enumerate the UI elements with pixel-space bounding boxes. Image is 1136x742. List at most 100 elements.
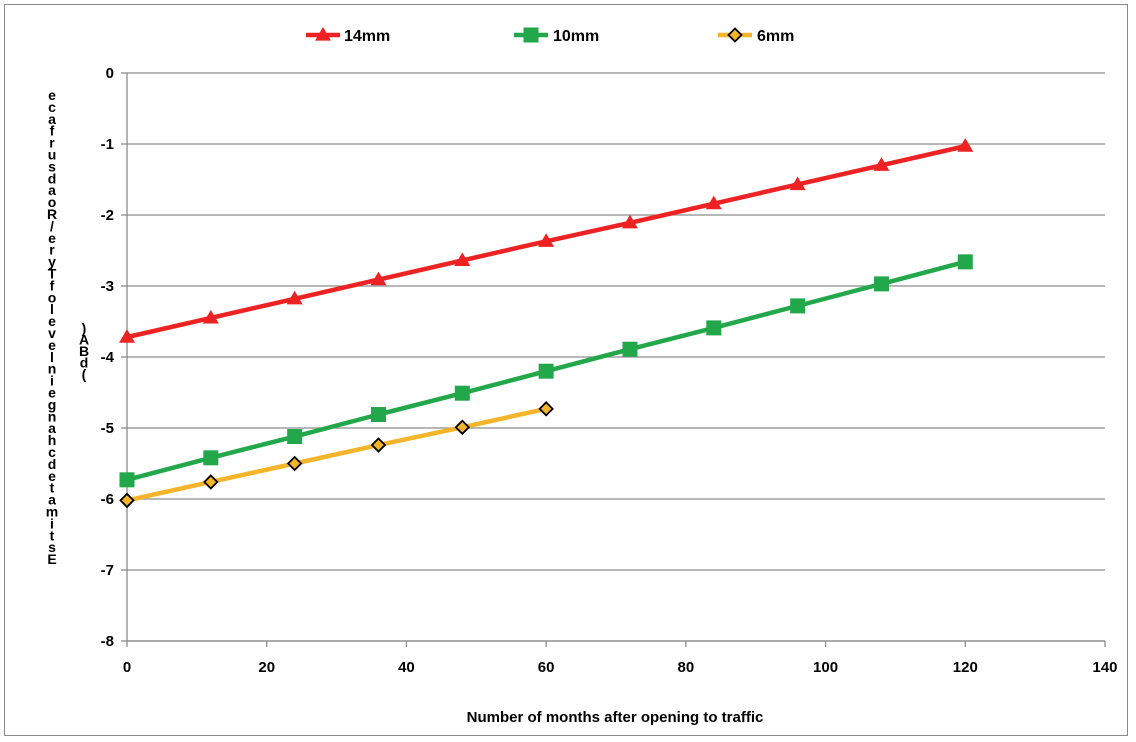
data-point bbox=[873, 276, 889, 292]
series-6mm bbox=[119, 401, 554, 509]
y-axis-title-char: f bbox=[50, 123, 55, 139]
axes: 0 -1 -2 -3 -4 -5 -6 -7 -8 0 20 40 60 80 100 120 140 bbox=[101, 65, 1118, 676]
y-axis-title-char: i bbox=[50, 515, 54, 531]
y-axis-title-char: ( bbox=[82, 366, 87, 382]
legend: 14mm 10mm 6mm bbox=[306, 27, 794, 45]
y-axis-title-char: a bbox=[48, 111, 56, 127]
legend-item-14mm: 14mm bbox=[306, 27, 390, 45]
data-point bbox=[706, 320, 722, 336]
y-axis-title-char: n bbox=[48, 408, 57, 424]
data-point bbox=[287, 429, 303, 445]
legend-marker bbox=[315, 27, 331, 41]
data-point bbox=[622, 341, 638, 357]
y-tick-label: -3 bbox=[101, 278, 114, 295]
y-axis-title-char: y bbox=[48, 254, 56, 270]
y-axis-title-char: A bbox=[79, 332, 89, 348]
data-point bbox=[119, 329, 135, 343]
y-axis-title-char: T bbox=[48, 266, 57, 282]
y-axis-title-char: R bbox=[47, 206, 57, 222]
y-axis-title-char: ) bbox=[82, 320, 87, 336]
y-axis-title-char: a bbox=[48, 420, 56, 436]
y-tick-label: -7 bbox=[101, 562, 114, 579]
data-point bbox=[203, 450, 219, 466]
legend-label: 10mm bbox=[553, 28, 599, 45]
y-tick-label: -1 bbox=[101, 136, 114, 153]
data-point bbox=[370, 437, 387, 453]
data-point bbox=[538, 363, 554, 379]
y-axis-title-char: g bbox=[48, 396, 57, 412]
data-point bbox=[957, 254, 973, 270]
y-axis-title-char: f bbox=[50, 277, 55, 293]
data-point bbox=[119, 492, 135, 509]
y-axis-title-char: B bbox=[79, 343, 89, 359]
legend-label: 6mm bbox=[757, 28, 794, 45]
data-point bbox=[705, 195, 722, 210]
series-layer bbox=[119, 138, 974, 509]
data-point bbox=[957, 138, 974, 152]
y-axis-title-char: a bbox=[48, 492, 56, 508]
data-point bbox=[538, 401, 554, 417]
data-point bbox=[454, 252, 471, 267]
data-point bbox=[203, 474, 219, 490]
y-axis-title-char: r bbox=[49, 242, 55, 258]
x-tick-label: 120 bbox=[953, 659, 978, 676]
y-axis-title-char: / bbox=[50, 218, 54, 234]
y-axis-title-char: h bbox=[48, 432, 57, 448]
y-axis-title-char: v bbox=[48, 325, 56, 341]
series-14mm bbox=[119, 138, 974, 343]
x-tick-label: 40 bbox=[398, 659, 415, 676]
y-tick-label: -2 bbox=[101, 207, 114, 224]
y-axis-title-char: e bbox=[48, 230, 56, 246]
data-point bbox=[286, 455, 303, 472]
series-line bbox=[126, 406, 547, 503]
y-axis-title-char: E bbox=[47, 551, 56, 567]
y-axis-title-char: e bbox=[48, 385, 56, 401]
data-point bbox=[286, 290, 303, 305]
data-point bbox=[119, 472, 135, 488]
y-axis-title-char: c bbox=[48, 444, 56, 460]
legend-marker bbox=[727, 27, 743, 43]
y-axis-title-char: e bbox=[48, 337, 56, 353]
data-point bbox=[790, 298, 806, 314]
y-axis-title-char: a bbox=[48, 182, 56, 198]
y-axis-title-char: t bbox=[50, 527, 55, 543]
y-axis-title: ecafrusdaoR/eryTfolevelniegnahcdetamitsE… bbox=[46, 87, 89, 567]
y-axis-title-char: s bbox=[48, 539, 56, 555]
series-10mm bbox=[119, 254, 973, 488]
y-axis-title-char: i bbox=[50, 373, 54, 389]
y-axis-title-char: l bbox=[50, 349, 54, 365]
y-axis-title-char: n bbox=[48, 361, 57, 377]
data-point bbox=[621, 214, 638, 229]
x-tick-label: 0 bbox=[123, 659, 131, 676]
y-axis-title-char: d bbox=[48, 456, 57, 472]
data-point bbox=[538, 233, 555, 247]
x-tick-label: 20 bbox=[258, 659, 275, 676]
x-tick-label: 80 bbox=[678, 659, 695, 676]
data-point bbox=[202, 309, 219, 324]
x-tick-label: 140 bbox=[1092, 659, 1117, 676]
y-axis-title-char: e bbox=[48, 468, 56, 484]
data-point bbox=[370, 271, 387, 286]
y-tick-label: -5 bbox=[101, 420, 114, 437]
y-axis-title-char: m bbox=[46, 504, 58, 520]
legend-label: 14mm bbox=[344, 28, 390, 45]
y-axis-title-char: e bbox=[48, 313, 56, 329]
y-tick-label: -4 bbox=[101, 349, 115, 366]
x-tick-label: 60 bbox=[538, 659, 555, 676]
data-point bbox=[370, 407, 386, 423]
data-point bbox=[873, 157, 890, 171]
y-axis-title-char: t bbox=[50, 480, 55, 496]
y-axis-title-char: d bbox=[48, 170, 57, 186]
x-axis-title: Number of months after opening to traffi… bbox=[467, 709, 764, 726]
chart-frame bbox=[4, 4, 1128, 736]
y-axis-title-char: e bbox=[48, 87, 56, 103]
y-axis-title-char: l bbox=[50, 301, 54, 317]
y-axis-title-char: s bbox=[48, 158, 56, 174]
y-tick-label: 0 bbox=[106, 65, 114, 82]
data-point bbox=[454, 419, 471, 436]
legend-item-10mm: 10mm bbox=[514, 27, 599, 45]
y-tick-label: -6 bbox=[101, 491, 114, 508]
y-tick-label: -8 bbox=[101, 633, 114, 650]
data-point bbox=[454, 385, 470, 401]
